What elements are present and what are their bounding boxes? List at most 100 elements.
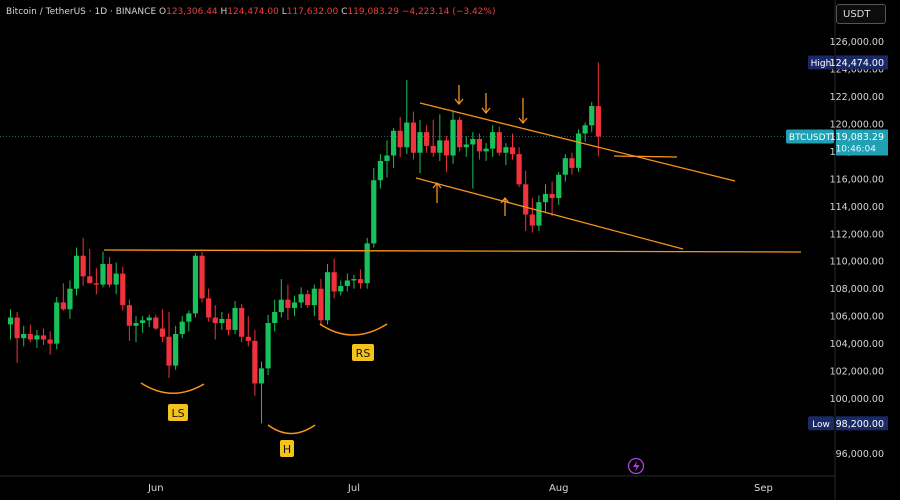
pattern-label-box bbox=[280, 440, 294, 457]
candle-body bbox=[324, 272, 331, 321]
x-tick-label: Jul bbox=[347, 483, 360, 494]
symbol-header: Bitcoin / TetherUS · 1D · BINANCE O123,3… bbox=[6, 7, 495, 17]
price-tag-value-box bbox=[836, 55, 888, 70]
candle-body bbox=[410, 122, 417, 153]
candle-body bbox=[106, 263, 113, 285]
candle-body bbox=[582, 125, 588, 134]
pattern-label-box bbox=[352, 344, 374, 361]
candle-body bbox=[318, 288, 324, 321]
price-tag-value: 119,083.29 bbox=[830, 132, 884, 143]
lightning-icon-bolt bbox=[633, 460, 640, 472]
candle-body bbox=[463, 144, 469, 148]
candle-body bbox=[357, 279, 364, 284]
low-label: L bbox=[281, 7, 287, 17]
y-tick-label: 104,000.00 bbox=[830, 339, 884, 350]
y-tick-label: 106,000.00 bbox=[830, 312, 884, 323]
candle-body bbox=[153, 317, 159, 329]
price-tag-value: 98,200.00 bbox=[836, 419, 884, 430]
candle-body bbox=[589, 106, 595, 126]
breakout-line bbox=[613, 155, 678, 158]
open-label: O bbox=[159, 7, 167, 17]
candle-body bbox=[120, 273, 126, 306]
candle-body bbox=[311, 288, 317, 306]
y-tick-label: 114,000.00 bbox=[830, 202, 884, 213]
price-tag-label: Low bbox=[812, 420, 830, 430]
candle-body bbox=[450, 119, 456, 156]
candle-body bbox=[186, 313, 192, 322]
candle-body bbox=[113, 273, 119, 285]
y-tick-label: 120,000.00 bbox=[830, 119, 884, 130]
candle-body bbox=[60, 302, 66, 310]
y-tick-label: 124,000.00 bbox=[830, 64, 884, 75]
candle-body bbox=[67, 288, 73, 310]
x-tick-label: Aug bbox=[549, 483, 569, 494]
candle-body bbox=[331, 272, 337, 292]
candle-body bbox=[417, 132, 423, 153]
candle-body bbox=[7, 317, 14, 325]
down-arrow-3-head bbox=[518, 117, 528, 125]
candle-body bbox=[34, 335, 40, 340]
candle-body bbox=[430, 145, 436, 153]
candle-body bbox=[140, 320, 146, 324]
candle-body bbox=[503, 147, 509, 153]
channel-lower-line bbox=[415, 177, 684, 250]
close-value: 119,083.29 bbox=[347, 7, 399, 17]
low-value: 117,632.00 bbox=[286, 7, 339, 17]
y-tick-label: 110,000.00 bbox=[830, 257, 884, 268]
candle-body bbox=[529, 214, 535, 226]
high-value: 124,474.00 bbox=[227, 7, 279, 17]
candle-body bbox=[338, 285, 344, 292]
up-arrow-2-head bbox=[500, 196, 510, 204]
candle-body bbox=[457, 119, 463, 148]
change-value: −4,223.14 (−3.42%) bbox=[401, 7, 496, 17]
candle-body bbox=[437, 140, 443, 153]
candle-body bbox=[390, 130, 397, 156]
candle-body bbox=[146, 317, 152, 321]
candle-body bbox=[516, 154, 522, 185]
candle-body bbox=[225, 318, 232, 330]
candle-body bbox=[470, 139, 476, 145]
candle-body bbox=[192, 255, 199, 314]
candle-body bbox=[206, 298, 212, 318]
x-tick-label: Jun bbox=[147, 483, 164, 494]
candle-body bbox=[199, 255, 205, 299]
candle-body bbox=[384, 155, 390, 161]
candle-body bbox=[285, 299, 291, 308]
candle-body bbox=[212, 317, 218, 324]
candle-body bbox=[397, 130, 403, 148]
price-tag-value: 124,474.00 bbox=[830, 58, 884, 69]
candle-body bbox=[219, 318, 225, 324]
candle-body bbox=[159, 328, 166, 337]
candle-body bbox=[272, 312, 278, 324]
candle-body bbox=[278, 299, 284, 313]
price-tag-value-box bbox=[836, 416, 888, 431]
candle-body bbox=[424, 132, 430, 146]
right-shoulder-arc bbox=[319, 323, 388, 336]
down-arrow-2-head bbox=[481, 107, 491, 115]
price-tag-label: BTCUSDT bbox=[789, 133, 832, 143]
y-tick-label: 126,000.00 bbox=[830, 37, 884, 48]
price-tag-label-box bbox=[808, 55, 834, 70]
candle-body bbox=[371, 180, 377, 244]
y-tick-label: 100,000.00 bbox=[830, 394, 884, 405]
lightning-icon[interactable] bbox=[627, 457, 645, 475]
candle-body bbox=[364, 243, 370, 284]
candle-body bbox=[298, 294, 304, 303]
lightning-icon-ring bbox=[627, 457, 645, 475]
candle-body bbox=[523, 184, 529, 215]
price-tag-label-box bbox=[786, 129, 834, 144]
candle-body bbox=[305, 294, 311, 306]
candle-body bbox=[509, 147, 516, 155]
currency-button[interactable]: USDT bbox=[836, 4, 886, 24]
candle-body bbox=[476, 139, 483, 152]
candle-body bbox=[556, 174, 562, 199]
candle-body bbox=[47, 339, 53, 344]
pattern-label-box bbox=[168, 404, 188, 421]
candle-body bbox=[166, 336, 172, 366]
up-arrow-1-head bbox=[432, 181, 442, 189]
candle-body bbox=[351, 279, 357, 281]
y-tick-label: 116,000.00 bbox=[830, 174, 884, 185]
symbol-title: Bitcoin / TetherUS · 1D · BINANCE bbox=[6, 7, 157, 17]
